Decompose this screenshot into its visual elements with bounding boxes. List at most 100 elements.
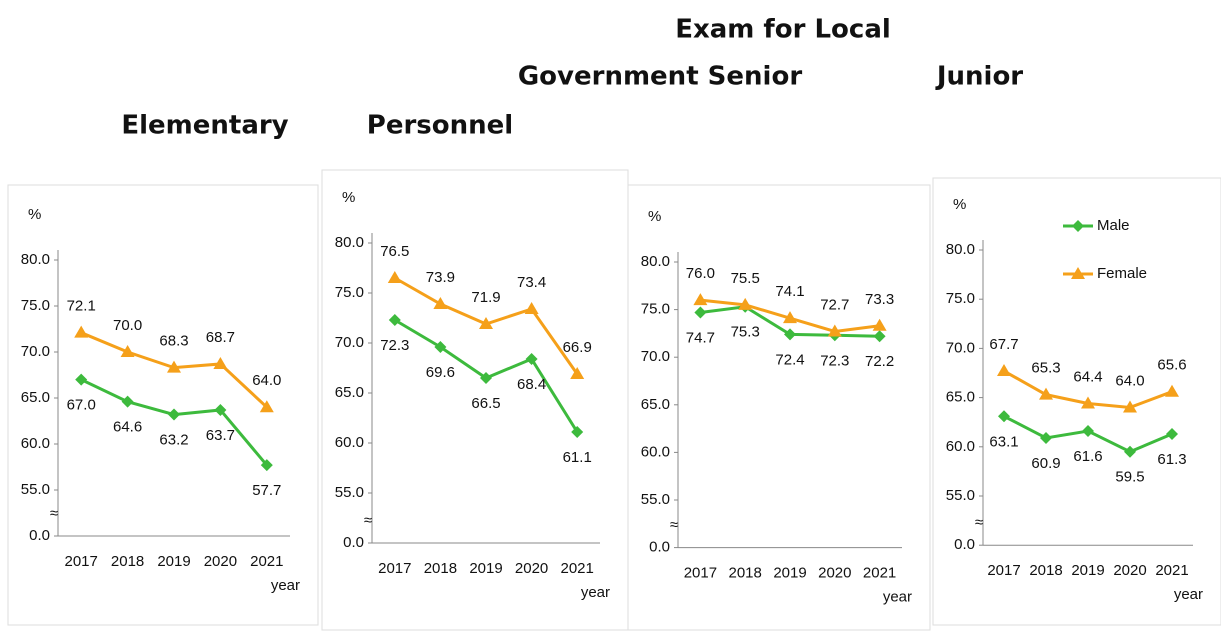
y-tick-label: 65.0 xyxy=(946,389,975,406)
marker xyxy=(387,271,402,283)
y-tick-label: 60.0 xyxy=(946,438,975,455)
marker xyxy=(213,356,228,369)
data-label: 69.6 xyxy=(426,364,455,381)
heading: Government Senior xyxy=(518,62,802,92)
marker xyxy=(434,341,447,353)
data-label: 65.3 xyxy=(1031,360,1060,377)
y-tick-label: 55.0 xyxy=(21,481,50,498)
x-tick-label: 2019 xyxy=(157,553,190,570)
data-label: 61.3 xyxy=(1157,451,1186,468)
data-label: 66.5 xyxy=(471,395,500,412)
data-label: 76.5 xyxy=(380,243,409,260)
marker xyxy=(167,360,181,373)
legend-label: Male xyxy=(1097,217,1130,234)
marker xyxy=(1166,428,1178,441)
heading: Elementary xyxy=(121,111,288,141)
axis-break: ≈ xyxy=(670,517,678,534)
x-tick-label: 2021 xyxy=(250,553,283,570)
marker xyxy=(1165,384,1179,397)
data-label: 72.4 xyxy=(775,351,804,368)
marker xyxy=(121,395,134,408)
marker xyxy=(433,297,448,309)
marker xyxy=(783,311,797,324)
data-label: 74.7 xyxy=(686,329,715,346)
y-tick-label: 75.0 xyxy=(335,284,364,301)
heading: Personnel xyxy=(367,111,513,141)
marker xyxy=(168,408,180,421)
marker xyxy=(998,410,1010,423)
axis-break: ≈ xyxy=(975,514,983,531)
y-tick-label: 70.0 xyxy=(641,348,670,365)
marker xyxy=(1124,445,1136,458)
axis-break: ≈ xyxy=(364,512,372,529)
marker xyxy=(738,297,753,310)
axis-break: ≈ xyxy=(50,505,58,522)
x-tick-label: 2019 xyxy=(773,565,806,582)
y-axis-label: % xyxy=(28,206,41,223)
y-tick-label: 80.0 xyxy=(335,234,364,251)
marker xyxy=(1039,387,1053,400)
marker xyxy=(784,328,796,341)
y-tick-label: 60.0 xyxy=(641,443,670,460)
x-tick-label: 2021 xyxy=(863,565,896,582)
y-tick-label: 0.0 xyxy=(954,536,975,553)
data-label: 68.3 xyxy=(159,333,188,350)
marker xyxy=(827,324,842,337)
marker xyxy=(1082,425,1094,438)
marker xyxy=(479,317,493,329)
x-tick-label: 2017 xyxy=(378,560,411,577)
x-tick-label: 2018 xyxy=(729,565,762,582)
x-tick-label: 2017 xyxy=(65,553,98,570)
x-tick-label: 2020 xyxy=(204,553,237,570)
data-label: 66.9 xyxy=(563,339,592,356)
data-label: 71.9 xyxy=(471,289,500,306)
x-tick-label: 2021 xyxy=(561,560,594,577)
y-axis-label: % xyxy=(648,208,661,225)
heading: Junior xyxy=(935,62,1023,92)
marker xyxy=(120,345,135,357)
legend-marker xyxy=(1071,267,1085,279)
x-tick-label: 2019 xyxy=(469,560,502,577)
data-label: 73.3 xyxy=(865,291,894,308)
x-axis-label: year xyxy=(883,589,912,606)
y-tick-label: 65.0 xyxy=(21,389,50,406)
data-label: 75.3 xyxy=(731,324,760,341)
data-label: 64.0 xyxy=(252,372,281,389)
data-label: 64.4 xyxy=(1073,368,1102,385)
legend-label: Female xyxy=(1097,265,1147,282)
data-label: 72.3 xyxy=(820,352,849,369)
y-tick-label: 65.0 xyxy=(641,396,670,413)
x-axis-label: year xyxy=(581,584,610,601)
y-tick-label: 75.0 xyxy=(641,301,670,318)
y-tick-label: 0.0 xyxy=(29,527,50,544)
y-tick-label: 75.0 xyxy=(946,290,975,307)
y-tick-label: 60.0 xyxy=(21,435,50,452)
panel xyxy=(627,184,931,631)
y-tick-label: 60.0 xyxy=(335,434,364,451)
marker xyxy=(997,364,1011,377)
y-tick-label: 75.0 xyxy=(21,297,50,314)
y-axis-label: % xyxy=(953,196,966,213)
data-label: 63.2 xyxy=(159,432,188,449)
x-tick-label: 2021 xyxy=(1155,562,1188,579)
data-label: 61.6 xyxy=(1073,448,1102,465)
y-tick-label: 55.0 xyxy=(335,484,364,501)
data-label: 67.0 xyxy=(67,397,96,414)
marker xyxy=(873,330,886,343)
y-tick-label: 55.0 xyxy=(641,491,670,508)
data-label: 74.1 xyxy=(775,283,804,300)
y-axis-label: % xyxy=(342,189,355,206)
y-tick-label: 0.0 xyxy=(343,534,364,551)
data-label: 72.7 xyxy=(820,296,849,313)
data-label: 73.4 xyxy=(517,274,546,291)
marker xyxy=(570,367,585,379)
data-label: 76.0 xyxy=(686,265,715,282)
data-label: 64.0 xyxy=(1115,372,1144,389)
data-label: 72.2 xyxy=(865,353,894,370)
data-label: 63.7 xyxy=(206,427,235,444)
marker xyxy=(571,426,584,438)
panel xyxy=(321,169,629,631)
y-tick-label: 0.0 xyxy=(649,539,670,556)
y-tick-label: 70.0 xyxy=(946,339,975,356)
